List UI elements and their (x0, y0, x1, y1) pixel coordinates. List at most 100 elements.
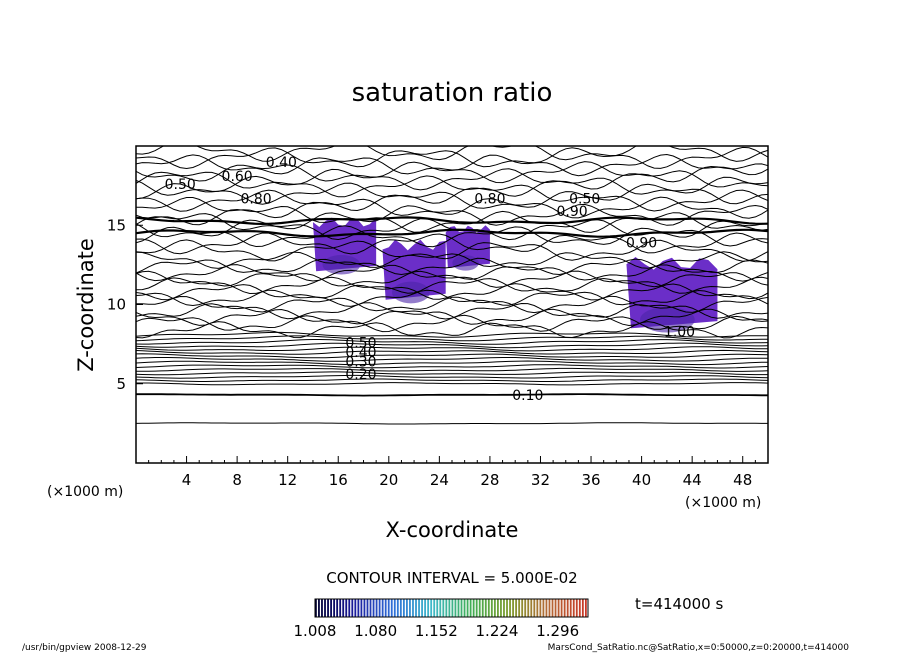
x-tick-label: 36 (581, 471, 600, 489)
colorbar-cell (439, 599, 442, 617)
contour-line (136, 295, 768, 314)
x-tick-label: 44 (683, 471, 702, 489)
colorbar-cell (372, 599, 375, 617)
colorbar-cell (354, 599, 357, 617)
colorbar-cell (369, 599, 372, 617)
footer-left: /usr/bin/gpview 2008-12-29 (22, 643, 147, 653)
colorbar: 1.008 1.080 1.152 1.224 1.296 (294, 598, 589, 640)
colorbar-cell (551, 599, 554, 617)
colorbar-cell (536, 599, 539, 617)
filled-regions (312, 217, 718, 333)
y-tick-label: 5 (116, 375, 126, 393)
colorbar-cell (351, 599, 354, 617)
contour-label: 0.10 (512, 388, 543, 404)
colorbar-cell (554, 599, 557, 617)
y-axis-unit: (×1000 m) (47, 484, 123, 500)
x-tick-label: 24 (430, 471, 449, 489)
contour-line (136, 357, 768, 362)
colorbar-cell (475, 599, 478, 617)
colorbar-cell (497, 599, 499, 617)
contour-line (136, 374, 768, 379)
colorbar-cell (548, 599, 551, 617)
contour-line (136, 270, 768, 288)
colorbar-cell (487, 599, 490, 617)
contour-interval-text: CONTOUR INTERVAL = 5.000E-02 (326, 569, 577, 587)
contour-label: 0.40 (266, 155, 297, 171)
supersaturated-core (322, 255, 361, 275)
contour-line (136, 331, 768, 338)
contour-label: 0.50 (345, 336, 376, 352)
colorbar-cell (512, 599, 514, 617)
contour-line (136, 367, 768, 372)
colorbar-cell (509, 599, 511, 617)
colorbar-cell (348, 599, 351, 617)
colorbar-cell (390, 599, 393, 617)
contour-line (136, 302, 768, 320)
x-tick-label: 28 (480, 471, 499, 489)
colorbar-cell (569, 599, 572, 617)
contour-line (136, 308, 768, 327)
colorbar-cell (384, 599, 387, 617)
colorbar-cell (393, 599, 396, 617)
contour-label: 0.30 (345, 355, 376, 371)
colorbar-cell (442, 599, 445, 617)
colorbar-cell (412, 599, 414, 617)
contour-line (136, 168, 768, 191)
colorbar-cell (381, 599, 384, 617)
colorbar-tick-label: 1.080 (354, 622, 397, 640)
colorbar-cell (503, 599, 505, 617)
colorbar-cell (527, 599, 530, 617)
colorbar-cell (454, 599, 457, 617)
contour-line (136, 276, 768, 295)
colorbar-cell (563, 599, 566, 617)
x-tick-label: 48 (733, 471, 752, 489)
colorbar-cell (315, 599, 317, 617)
colorbar-cell (396, 599, 399, 617)
contour-label: 0.20 (345, 367, 376, 383)
contour-line (136, 182, 768, 205)
colorbar-cell (445, 599, 448, 617)
contour-line (136, 360, 768, 366)
contour-line (136, 349, 768, 355)
contour-line (136, 335, 768, 342)
contour-line (136, 196, 768, 219)
contour-line (136, 339, 768, 345)
x-axis-unit: (×1000 m) (685, 495, 761, 511)
colorbar-cell (472, 599, 475, 617)
colorbar-cell (430, 599, 433, 617)
colorbar-frame (314, 598, 589, 618)
colorbar-tick-label: 1.008 (294, 622, 337, 640)
colorbar-cell (421, 599, 423, 617)
contour-lines (136, 146, 768, 425)
contour-line (136, 353, 768, 359)
contour-line (136, 228, 768, 238)
colorbar-cell (427, 599, 430, 617)
colorbar-cell (490, 599, 493, 617)
colorbar-cell (493, 599, 496, 617)
x-tick-label: 40 (632, 471, 651, 489)
colorbar-cell (333, 599, 336, 617)
colorbar-cell (339, 599, 342, 617)
y-axis-ticks: 5 10 15 (107, 216, 143, 393)
colorbar-cell (451, 599, 454, 617)
footer-right: MarsCond_SatRatio.nc@SatRatio,x=0:50000,… (548, 643, 850, 653)
colorbar-cell (399, 599, 402, 617)
colorbar-cell (572, 599, 575, 617)
colorbar-cell (409, 599, 411, 617)
contour-line (136, 422, 768, 425)
colorbar-cell (484, 599, 487, 617)
contour-line (136, 153, 768, 177)
x-axis-label: X-coordinate (386, 518, 519, 542)
colorbar-cell (345, 599, 348, 617)
colorbar-cell (524, 599, 527, 617)
colorbar-cell (436, 599, 439, 617)
x-tick-label: 20 (379, 471, 398, 489)
contour-line (136, 364, 768, 369)
contour-line (136, 321, 768, 339)
colorbar-cell (415, 599, 417, 617)
time-label: t=414000 s (635, 595, 723, 613)
colorbar-cell (342, 599, 345, 617)
colorbar-cell (363, 599, 366, 617)
colorbar-cell (327, 599, 329, 617)
